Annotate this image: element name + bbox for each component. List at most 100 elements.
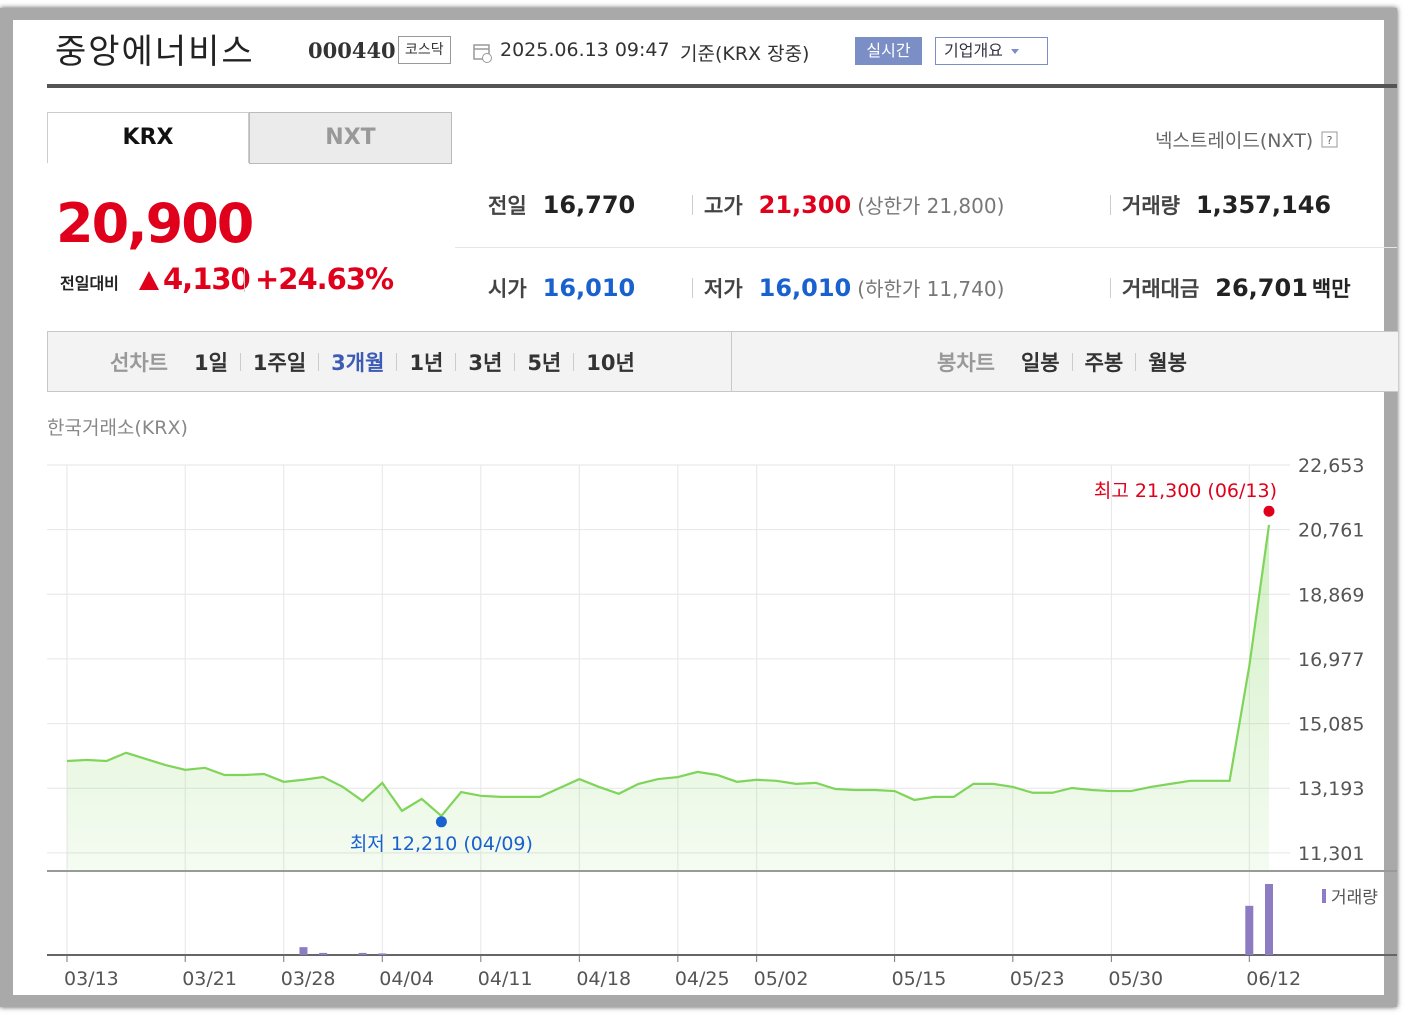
separator	[455, 353, 457, 371]
x-tick-label: 04/18	[576, 968, 631, 990]
legend-label: 거래량	[1331, 888, 1378, 908]
x-tick-label: 05/30	[1108, 968, 1163, 990]
datetime: 2025.06.13 09:47	[500, 39, 670, 61]
price: 20,900	[56, 192, 254, 255]
x-tick-label: 04/25	[675, 968, 730, 990]
row-separator	[455, 247, 1397, 248]
market-tab[interactable]: NXT	[249, 112, 452, 164]
calendar-icon	[473, 44, 492, 63]
divider	[1110, 195, 1111, 215]
volume-bar	[299, 947, 308, 955]
stat-label: 전일	[488, 194, 527, 218]
x-tick-label: 03/13	[64, 968, 119, 990]
y-tick-label: 20,761	[1298, 520, 1364, 542]
volume-bar	[319, 952, 328, 955]
x-tick-label: 05/02	[754, 968, 809, 990]
y-tick-label: 13,193	[1298, 778, 1364, 800]
stat-label: 거래대금	[1122, 277, 1200, 301]
line-chart-label: 선차트	[110, 351, 168, 375]
period-tab[interactable]: 3개월	[331, 351, 385, 375]
stat: 거래대금 26,701 백만	[1122, 273, 1351, 303]
stat-value: 1,357,146	[1195, 191, 1332, 219]
stock-name: 중앙에너비스	[55, 32, 255, 72]
volume-bar	[378, 953, 387, 955]
stat-label: 거래량	[1122, 194, 1180, 218]
annotation-label: 최고 21,300 (06/13)	[1094, 480, 1277, 502]
candle-tab[interactable]: 일봉	[1020, 351, 1060, 375]
help-icon: ?	[1321, 131, 1338, 148]
market-tab[interactable]: KRX	[47, 112, 249, 163]
x-tick-label: 03/21	[182, 968, 237, 990]
divider	[692, 278, 693, 298]
volume-bar	[358, 952, 367, 955]
x-tick-label: 04/11	[478, 968, 533, 990]
stat: 고가 21,300 (상한가 21,800)	[704, 190, 1004, 220]
dropdown-caret	[1010, 49, 1019, 54]
change-percent: +24.63%	[255, 262, 394, 296]
volume-bar	[1245, 905, 1254, 955]
nxt-link[interactable]: 넥스트레이드(NXT)?	[1155, 126, 1339, 153]
change-divider	[244, 268, 245, 292]
area-fill	[67, 524, 1269, 871]
legend-swatch	[1322, 889, 1326, 903]
candle-tabs: 봉차트 일봉 주봉 월봉	[937, 347, 1187, 377]
stat-value: 16,010	[758, 274, 852, 302]
period-tab[interactable]: 10년	[586, 351, 635, 375]
separator	[239, 353, 241, 371]
market-badge: 코스닥	[398, 36, 451, 64]
y-tick-label: 15,085	[1298, 714, 1364, 736]
period-tab[interactable]: 1일	[193, 351, 228, 375]
separator	[573, 353, 575, 371]
stat-value: 26,701	[1215, 274, 1308, 302]
annotation-dot	[435, 816, 447, 828]
candle-tab[interactable]: 주봉	[1084, 351, 1124, 375]
stat-note: (상한가 21,800)	[857, 194, 1005, 218]
chart-subtitle: 한국거래소(KRX)	[47, 417, 188, 439]
x-tick-label: 06/12	[1246, 968, 1301, 990]
stat-value: 21,300	[758, 191, 852, 219]
period-tab[interactable]: 1년	[409, 351, 444, 375]
stat: 전일 16,770	[488, 190, 635, 220]
stat-unit: 백만	[1311, 277, 1351, 301]
stat: 저가 16,010 (하한가 11,740)	[704, 273, 1004, 303]
period-tab[interactable]: 5년	[527, 351, 562, 375]
separator	[1135, 353, 1137, 371]
up-triangle	[137, 268, 161, 292]
period-bar-divider	[731, 332, 732, 391]
period-tab[interactable]: 1주일	[252, 351, 307, 375]
change-value: 4,130	[163, 262, 251, 296]
annotation-dot	[1263, 505, 1275, 517]
svg-text:?: ?	[1327, 134, 1333, 147]
up-triangle-icon	[139, 271, 159, 290]
volume-bar	[1265, 883, 1273, 955]
separator	[514, 353, 516, 371]
period-bar	[47, 331, 1398, 392]
candle-chart-label: 봉차트	[937, 351, 995, 375]
candle-tab[interactable]: 월봉	[1148, 351, 1187, 375]
realtime-badge: 실시간	[855, 37, 922, 65]
annotation-label: 최저 12,210 (04/09)	[350, 833, 533, 855]
y-tick-label: 11,301	[1298, 843, 1364, 865]
separator	[1071, 353, 1073, 371]
stat-value: 16,010	[542, 274, 636, 302]
x-tick-label: 04/04	[379, 968, 434, 990]
x-tick-label: 05/23	[1010, 968, 1065, 990]
company-button[interactable]: 기업개요	[935, 37, 1048, 65]
divider	[692, 195, 693, 215]
period-tab[interactable]: 3년	[468, 351, 503, 375]
x-tick-label: 05/15	[892, 968, 947, 990]
separator	[396, 353, 398, 371]
y-tick-label: 22,653	[1298, 455, 1364, 477]
stat-label: 저가	[704, 277, 743, 301]
y-tick-label: 16,977	[1298, 649, 1364, 671]
stat-label: 시가	[488, 277, 527, 301]
stat: 시가 16,010	[488, 273, 635, 303]
stat-note: (하한가 11,740)	[857, 277, 1005, 301]
basis: 기준(KRX 장중)	[680, 43, 810, 65]
separator	[318, 353, 320, 371]
period-tabs: 선차트 1일 1주일 3개월 1년 3년 5년 10년	[110, 347, 635, 377]
x-tick-label: 03/28	[281, 968, 336, 990]
stat: 거래량 1,357,146	[1122, 190, 1331, 220]
